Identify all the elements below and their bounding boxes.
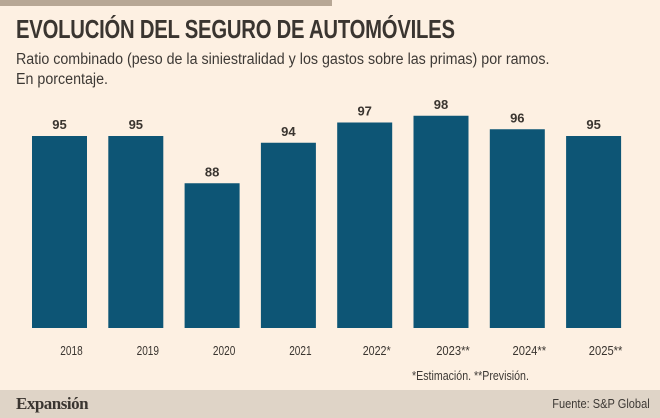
data-label-2025**: 95 <box>586 117 600 132</box>
bar-2025** <box>566 136 622 328</box>
bar-2024** <box>489 129 545 328</box>
brand-logo: Expansión <box>16 394 89 413</box>
x-tick-label-2021: 2021 <box>289 344 311 358</box>
x-tick-label-2023**: 2023** <box>436 344 470 358</box>
data-label-2020: 88 <box>205 164 219 179</box>
bar-2021 <box>260 142 316 328</box>
bar-2019 <box>108 136 164 328</box>
subtitle-line-1: Ratio combinado (peso de la siniestralid… <box>16 51 550 68</box>
x-tick-label-2019: 2019 <box>137 344 159 358</box>
data-label-2018: 95 <box>52 117 66 132</box>
x-tick-label-2024**: 2024** <box>513 344 547 358</box>
bar-chart: 95 2018 95 2019 88 2020 94 2021 97 2022* 98 2023** 9… <box>32 97 623 358</box>
bar-2023** <box>413 115 469 328</box>
bar-2022* <box>337 122 393 328</box>
data-label-2022*: 97 <box>357 104 371 119</box>
data-label-2019: 95 <box>129 117 143 132</box>
x-tick-label-2018: 2018 <box>60 344 82 358</box>
footer: Expansión Fuente: S&P Global <box>0 390 660 418</box>
bar-2018 <box>32 136 87 328</box>
chart-title: EVOLUCIÓN DEL SEGURO DE AUTOMÓVILES <box>16 14 455 44</box>
data-label-2024**: 96 <box>510 110 524 125</box>
x-tick-label-2025**: 2025** <box>589 344 623 358</box>
chart-subtitle: Ratio combinado (peso de la siniestralid… <box>16 50 605 90</box>
footnote: *Estimación. **Previsión. <box>412 369 529 383</box>
top-accent-bar <box>0 0 332 6</box>
subtitle-line-2: En porcentaje. <box>16 71 108 88</box>
data-label-2023**: 98 <box>434 97 448 112</box>
x-tick-label-2022*: 2022* <box>363 344 391 358</box>
bar-2020 <box>184 183 240 328</box>
x-tick-label-2020: 2020 <box>213 344 235 358</box>
source-text: Fuente: S&P Global <box>552 396 650 411</box>
data-label-2021: 94 <box>281 124 296 139</box>
